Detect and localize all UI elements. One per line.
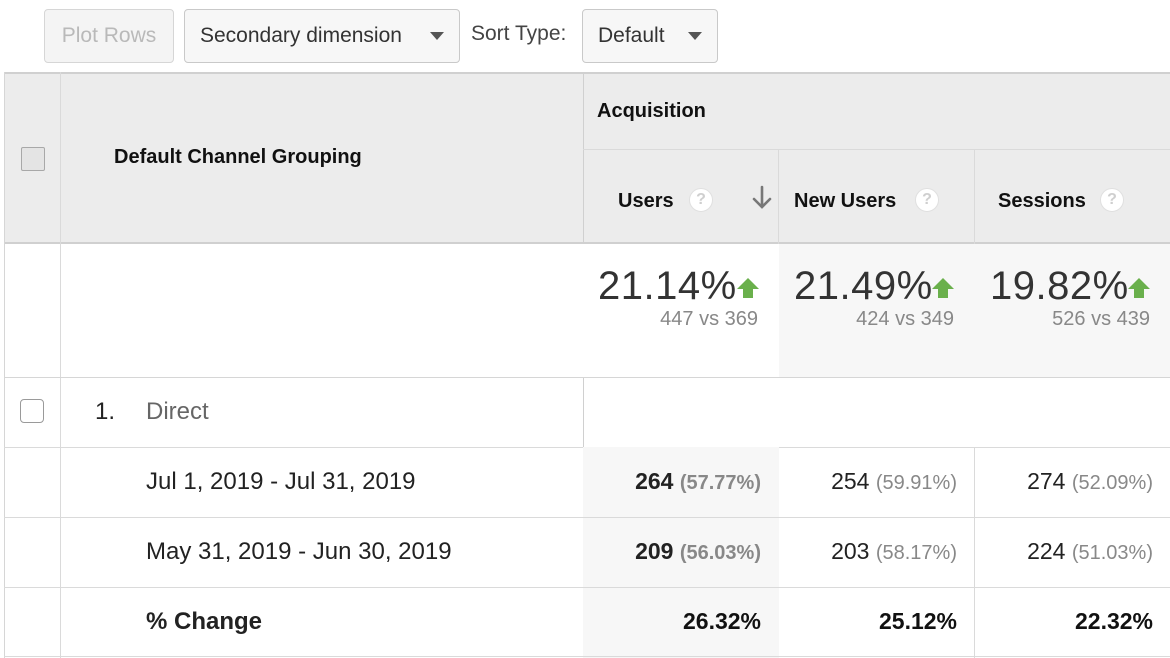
summary-cell-sessions <box>975 244 1170 377</box>
row-dimension-direct[interactable]: Direct <box>146 398 209 425</box>
summary-cell-new-users <box>779 244 975 377</box>
report-table: Default Channel Grouping Acquisition Use… <box>0 72 1170 658</box>
row-divider <box>4 656 1170 657</box>
arrow-up-icon <box>932 278 954 298</box>
change-label: % Change <box>146 608 263 635</box>
row-divider <box>4 517 1170 518</box>
help-icon[interactable]: ? <box>915 188 939 212</box>
secondary-dimension-label: Secondary dimension <box>200 24 402 47</box>
group-header-acquisition: Acquisition <box>597 100 706 122</box>
cell-value: 209 <box>635 538 674 564</box>
table-left-border <box>4 72 5 658</box>
cell-value: 203 <box>831 538 870 564</box>
sort-type-label: Sort Type: <box>471 22 567 45</box>
table-header <box>4 72 1170 244</box>
cell-percent: (58.17%) <box>875 542 957 564</box>
change-users: 26.32% <box>682 608 761 634</box>
period-label: Jul 1, 2019 - Jul 31, 2019 <box>146 468 416 495</box>
cell-sessions: 274 (52.09%) <box>975 468 1153 495</box>
secondary-dimension-dropdown[interactable]: Secondary dimension <box>184 9 460 63</box>
cell-sessions: 224 (51.03%) <box>975 538 1153 565</box>
arrow-up-icon <box>1128 278 1150 298</box>
sort-descending-icon[interactable] <box>750 185 774 211</box>
chevron-down-icon <box>688 32 702 40</box>
change-sessions: 22.32% <box>1074 608 1153 634</box>
cell-new-users: 203 (58.17%) <box>779 538 957 565</box>
sort-type-dropdown[interactable]: Default <box>582 9 718 63</box>
column-header-sessions[interactable]: Sessions <box>998 190 1086 212</box>
table-toolbar: Plot Rows Secondary dimension Sort Type:… <box>0 0 1170 72</box>
group-header-divider <box>583 149 1170 150</box>
summary-change-sessions: 19.82% <box>990 264 1129 308</box>
summary-change-new-users: 21.49% <box>794 264 933 308</box>
column-header-new-users[interactable]: New Users <box>794 190 897 212</box>
plot-rows-button[interactable]: Plot Rows <box>44 9 174 63</box>
row-checkbox[interactable] <box>20 399 44 423</box>
cell-percent: (56.03%) <box>679 542 761 564</box>
summary-change-users: 21.14% <box>598 264 737 308</box>
cell-percent: (51.03%) <box>1071 542 1153 564</box>
sort-type-value: Default <box>598 24 665 47</box>
row-divider <box>4 587 1170 588</box>
cell-value: 224 <box>1027 538 1066 564</box>
cell-value: 254 <box>831 468 870 494</box>
summary-cell-users <box>583 244 779 377</box>
cell-value: 274 <box>1027 468 1066 494</box>
cell-value: 264 <box>635 468 674 494</box>
summary-compare-users: 447 vs 369 <box>660 308 758 330</box>
cell-users: 209 (56.03%) <box>583 538 761 565</box>
help-icon[interactable]: ? <box>1100 188 1124 212</box>
help-icon[interactable]: ? <box>689 188 713 212</box>
change-new-users: 25.12% <box>878 608 957 634</box>
column-header-users[interactable]: Users <box>618 190 674 212</box>
row-divider <box>4 377 1170 378</box>
cell-new-users: 254 (59.91%) <box>779 468 957 495</box>
column-divider <box>60 72 61 658</box>
arrow-up-icon <box>737 278 759 298</box>
cell-percent: (57.77%) <box>679 472 761 494</box>
chevron-down-icon <box>430 32 444 40</box>
summary-compare-new-users: 424 vs 349 <box>856 308 954 330</box>
row-index: 1. <box>95 398 116 425</box>
sorted-column-bg <box>583 447 779 658</box>
select-all-checkbox[interactable] <box>21 147 45 171</box>
dimension-header[interactable]: Default Channel Grouping <box>114 146 362 168</box>
cell-users: 264 (57.77%) <box>583 468 761 495</box>
cell-percent: (52.09%) <box>1071 472 1153 494</box>
period-label: May 31, 2019 - Jun 30, 2019 <box>146 538 452 565</box>
plot-rows-label: Plot Rows <box>61 24 157 47</box>
summary-compare-sessions: 526 vs 439 <box>1052 308 1150 330</box>
column-divider <box>974 447 975 658</box>
cell-percent: (59.91%) <box>875 472 957 494</box>
